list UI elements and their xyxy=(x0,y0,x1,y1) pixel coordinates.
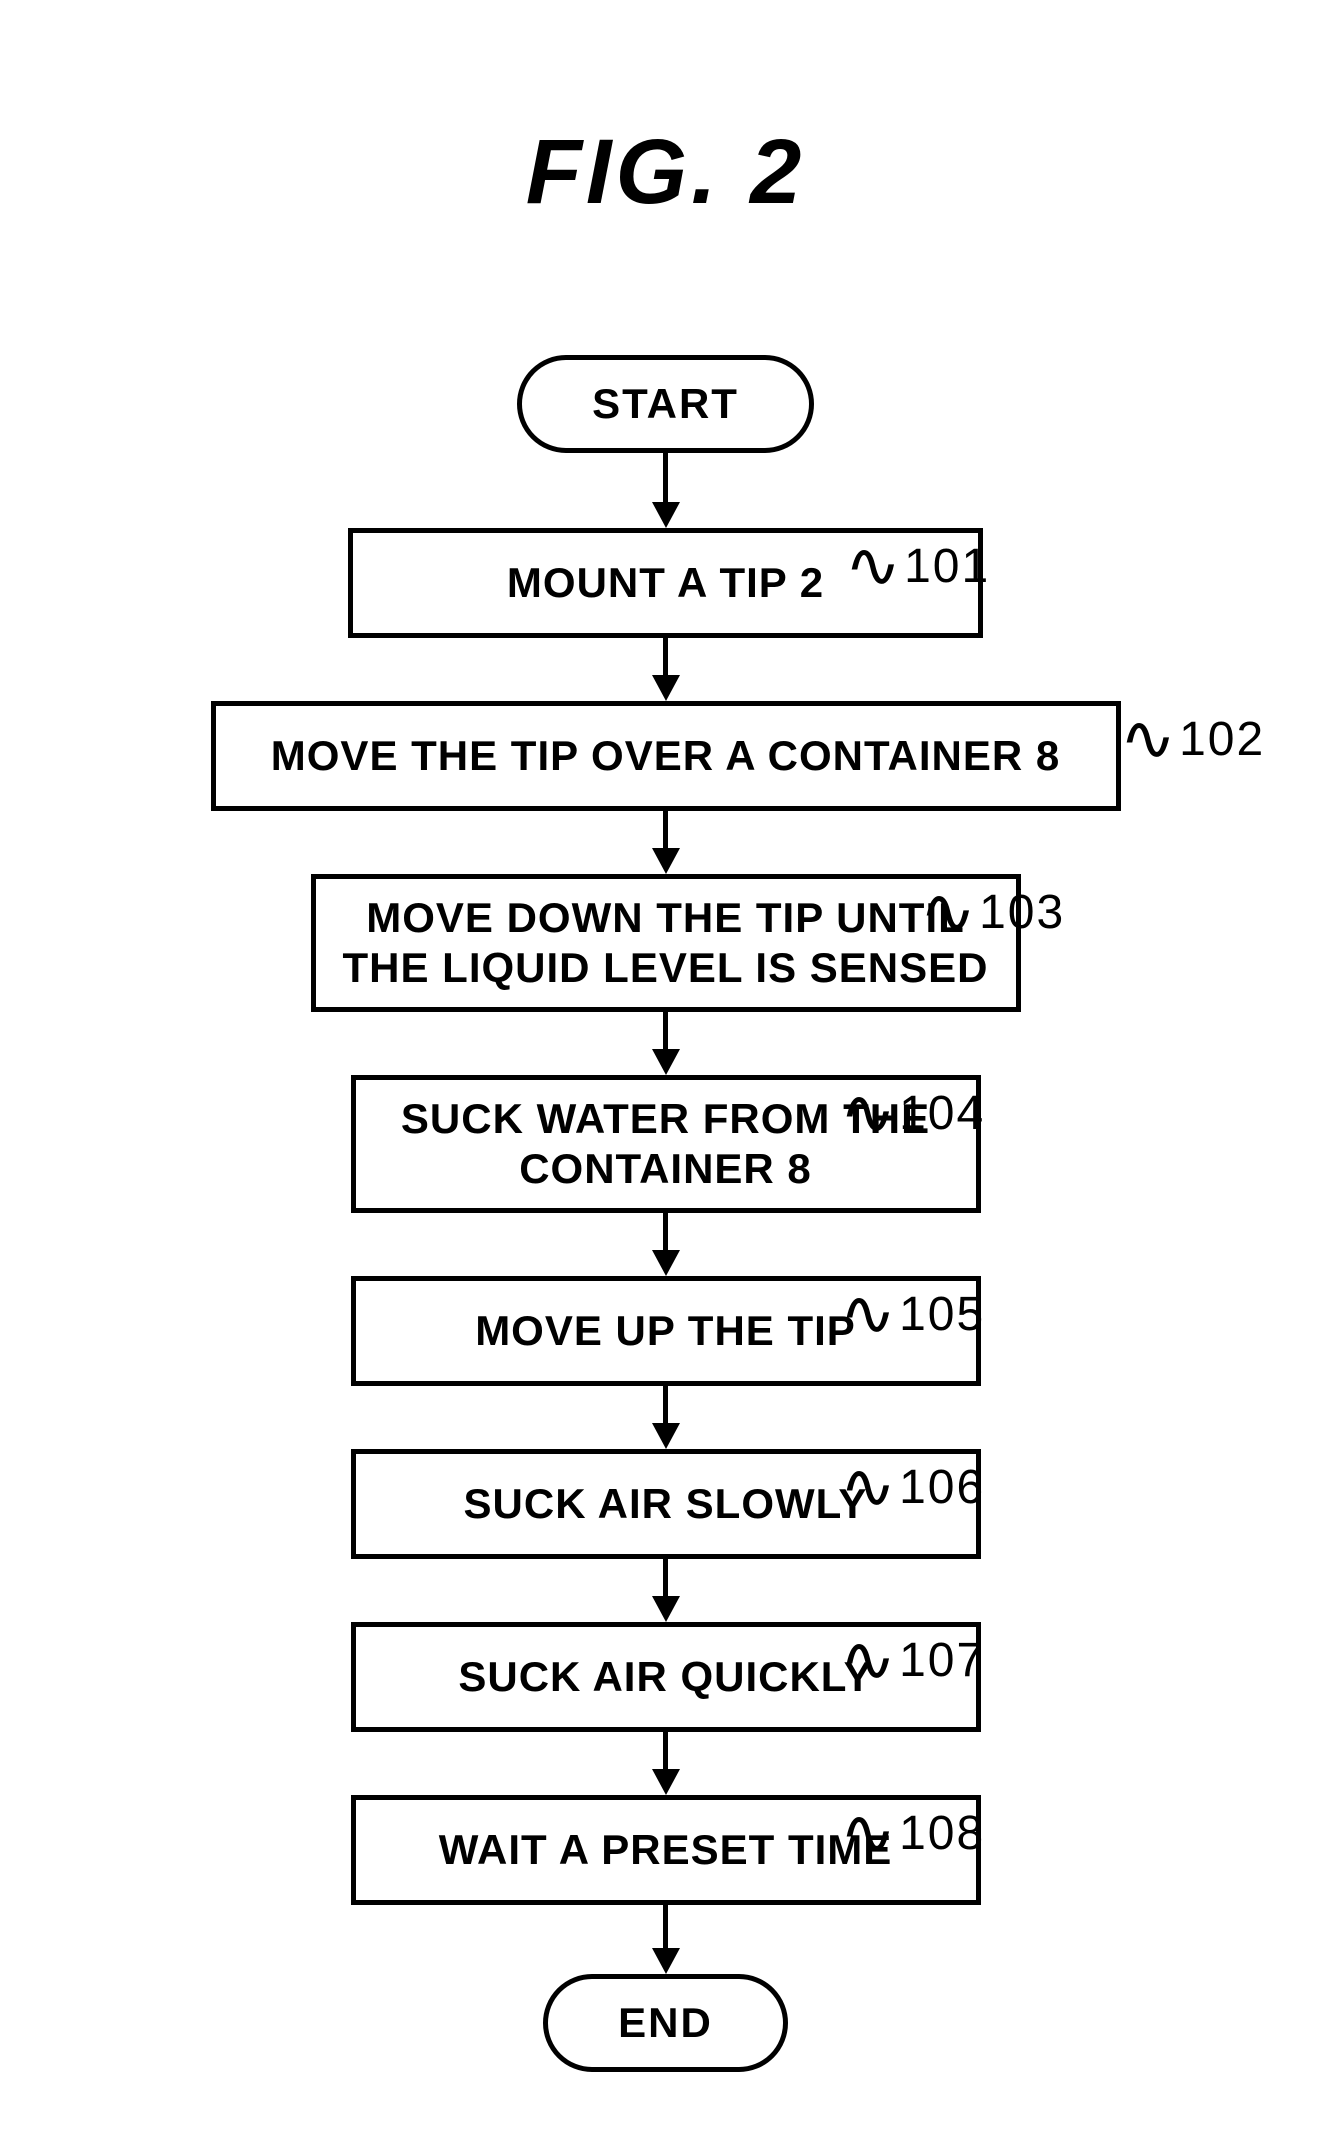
arrow xyxy=(211,1732,1121,1795)
step-row: SUCK WATER FROM THE CONTAINER 8∿104 xyxy=(211,1075,1121,1213)
step-row: MOVE DOWN THE TIP UNTIL THE LIQUID LEVEL… xyxy=(211,874,1121,1012)
arrow xyxy=(211,1213,1121,1276)
arrow-line xyxy=(663,1213,668,1251)
flowchart: START MOUNT A TIP 2∿101 MOVE THE TIP OVER… xyxy=(211,355,1121,2072)
arrow xyxy=(211,1386,1121,1449)
arrow-line xyxy=(663,1559,668,1597)
arrow xyxy=(211,811,1121,874)
step-row: MOVE UP THE TIP∿105 xyxy=(211,1276,1121,1386)
arrow-head-icon xyxy=(652,1948,680,1974)
step-label: ∿108 xyxy=(846,1803,986,1863)
arrow-head-icon xyxy=(652,1250,680,1276)
tilde-icon: ∿ xyxy=(839,1797,896,1869)
arrow-line xyxy=(663,1732,668,1770)
arrow-head-icon xyxy=(652,502,680,528)
step-label: ∿105 xyxy=(846,1284,986,1344)
tilde-icon: ∿ xyxy=(844,530,901,602)
tilde-icon: ∿ xyxy=(839,1077,896,1149)
tilde-icon: ∿ xyxy=(839,1451,896,1523)
step-label: ∿106 xyxy=(846,1457,986,1517)
arrow-line xyxy=(663,1012,668,1050)
arrow-head-icon xyxy=(652,1423,680,1449)
terminator-end: END xyxy=(543,1974,788,2072)
step-number: 107 xyxy=(899,1633,985,1688)
step-number: 105 xyxy=(899,1287,985,1342)
arrow-line xyxy=(663,1386,668,1424)
step-number: 102 xyxy=(1179,712,1265,767)
arrow-line xyxy=(663,638,668,676)
step-label: ∿102 xyxy=(1126,709,1266,769)
step-label: ∿107 xyxy=(846,1630,986,1690)
tilde-icon: ∿ xyxy=(1119,703,1176,775)
arrow xyxy=(211,1559,1121,1622)
step-number: 104 xyxy=(899,1086,985,1141)
process-box: MOVE DOWN THE TIP UNTIL THE LIQUID LEVEL… xyxy=(311,874,1021,1012)
tilde-icon: ∿ xyxy=(839,1624,896,1696)
step-number: 101 xyxy=(904,539,990,594)
step-row: SUCK AIR QUICKLY∿107 xyxy=(211,1622,1121,1732)
arrow-head-icon xyxy=(652,848,680,874)
arrow-line xyxy=(663,453,668,503)
arrow-head-icon xyxy=(652,1769,680,1795)
arrow-line xyxy=(663,1905,668,1949)
tilde-icon: ∿ xyxy=(919,876,976,948)
step-row: WAIT A PRESET TIME∿108 xyxy=(211,1795,1121,1905)
step-number: 103 xyxy=(979,885,1065,940)
step-row: SUCK AIR SLOWLY∿106 xyxy=(211,1449,1121,1559)
step-label: ∿103 xyxy=(926,882,1066,942)
step-number: 108 xyxy=(899,1806,985,1861)
arrow xyxy=(211,1012,1121,1075)
arrow xyxy=(211,638,1121,701)
step-number: 106 xyxy=(899,1460,985,1515)
arrow-head-icon xyxy=(652,1049,680,1075)
arrow-head-icon xyxy=(652,1596,680,1622)
step-row: MOVE THE TIP OVER A CONTAINER 8∿102 xyxy=(211,701,1121,811)
arrow-head-icon xyxy=(652,675,680,701)
tilde-icon: ∿ xyxy=(839,1278,896,1350)
figure-title: FIG. 2 xyxy=(526,120,806,225)
arrow xyxy=(652,453,680,528)
step-label: ∿101 xyxy=(851,536,991,596)
arrow-line xyxy=(663,811,668,849)
arrow xyxy=(211,1905,1121,1974)
step-label: ∿104 xyxy=(846,1083,986,1143)
process-box: MOVE THE TIP OVER A CONTAINER 8 xyxy=(211,701,1121,811)
step-row: MOUNT A TIP 2∿101 xyxy=(211,528,1121,638)
terminator-start: START xyxy=(517,355,814,453)
